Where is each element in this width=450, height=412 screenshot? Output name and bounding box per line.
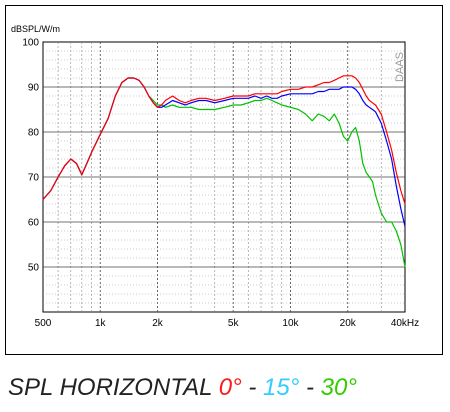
caption-separator-1: - [241, 374, 264, 401]
grid-lines [42, 41, 406, 313]
chart-frame: 500 1k 2k 5k 10k 20k 40kHz 50 60 70 80 90 100 dBSPL/… [5, 5, 443, 355]
caption-prefix: SPL HORIZONTAL [8, 374, 219, 401]
y-tick-label: 60 [28, 218, 40, 229]
x-tick-label: 500 [35, 318, 52, 329]
caption-angle-0: 0° [218, 374, 242, 401]
x-tick-label: 1k [95, 318, 107, 329]
caption-separator-2: - [299, 374, 321, 401]
caption-angle-15: 15° [263, 374, 300, 401]
y-tick-label: 70 [28, 173, 40, 184]
y-axis-label: dBSPL/W/m [11, 24, 60, 34]
x-tick-label: 5k [228, 318, 240, 329]
x-tick-label: 10k [282, 318, 299, 329]
x-tick-label: 40kHz [391, 318, 419, 329]
x-tick-label: 20k [340, 318, 357, 329]
chart-caption: SPL HORIZONTAL 0° - 15° - 30° [8, 374, 357, 402]
y-tick-label: 80 [28, 128, 40, 139]
caption-angle-30: 30° [320, 374, 357, 401]
y-tick-label: 90 [28, 83, 40, 94]
y-tick-label: 100 [22, 38, 39, 49]
series-line-2 [42, 75, 406, 205]
axis-labels: 500 1k 2k 5k 10k 20k 40kHz 50 60 70 80 90 100 [22, 38, 419, 330]
x-tick-label: 2k [152, 318, 164, 329]
y-tick-label: 50 [28, 263, 40, 274]
spl-chart: 500 1k 2k 5k 10k 20k 40kHz 50 60 70 80 90 100 dBSPL/… [11, 24, 419, 330]
series-lines [42, 75, 406, 268]
series-line-0 [42, 77, 406, 268]
daas-watermark: DAAS [394, 52, 406, 82]
